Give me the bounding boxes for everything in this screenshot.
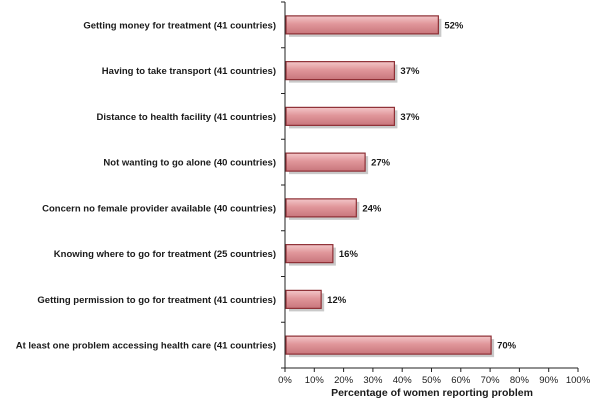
data-label: 37% <box>400 112 420 123</box>
bar <box>285 15 439 35</box>
bar <box>285 152 366 172</box>
x-tick-label: 90% <box>539 375 559 386</box>
x-tick-label: 20% <box>334 375 354 386</box>
bar <box>285 289 322 309</box>
data-label: 70% <box>497 341 517 352</box>
data-label: 12% <box>327 295 347 306</box>
category-label: Not wanting to go alone (40 countries) <box>103 158 276 169</box>
bar <box>285 106 396 126</box>
data-label: 37% <box>400 66 420 77</box>
x-tick-label: 10% <box>305 375 325 386</box>
category-label: Knowing where to go for treatment (25 co… <box>54 249 276 260</box>
bar <box>285 244 334 264</box>
bar <box>285 198 357 218</box>
x-tick-label: 100% <box>566 375 591 386</box>
category-label: Getting money for treatment (41 countrie… <box>83 20 276 31</box>
x-tick-label: 50% <box>422 375 442 386</box>
data-label: 16% <box>339 249 359 260</box>
data-label: 52% <box>444 20 464 31</box>
category-labels: Getting money for treatment (41 countrie… <box>16 20 276 351</box>
x-tick-label: 60% <box>451 375 471 386</box>
x-axis: 0% 10% 20% 30% 40% 50% 60% 70% 80% 90% 100% <box>278 1 591 386</box>
data-label: 24% <box>362 203 382 214</box>
bar <box>285 61 396 81</box>
x-tick-label: 0% <box>278 375 292 386</box>
x-tick-label: 30% <box>363 375 383 386</box>
bar <box>285 335 492 355</box>
x-tick-label: 40% <box>393 375 413 386</box>
x-tick-label: 80% <box>510 375 530 386</box>
x-axis-title: Percentage of women reporting problem <box>331 387 533 399</box>
category-label: Distance to health facility (41 countrie… <box>97 112 277 123</box>
category-label: Concern no female provider available (40… <box>42 203 276 214</box>
category-label: Having to take transport (41 countries) <box>102 66 276 77</box>
bars-layer: 52% 37% 37% 27% 24% 16% 12% 70% <box>285 15 517 358</box>
x-tick-label: 70% <box>481 375 501 386</box>
data-label: 27% <box>371 158 391 169</box>
category-label: Getting permission to go for treatment (… <box>37 295 276 306</box>
category-label: At least one problem accessing health ca… <box>16 341 276 352</box>
